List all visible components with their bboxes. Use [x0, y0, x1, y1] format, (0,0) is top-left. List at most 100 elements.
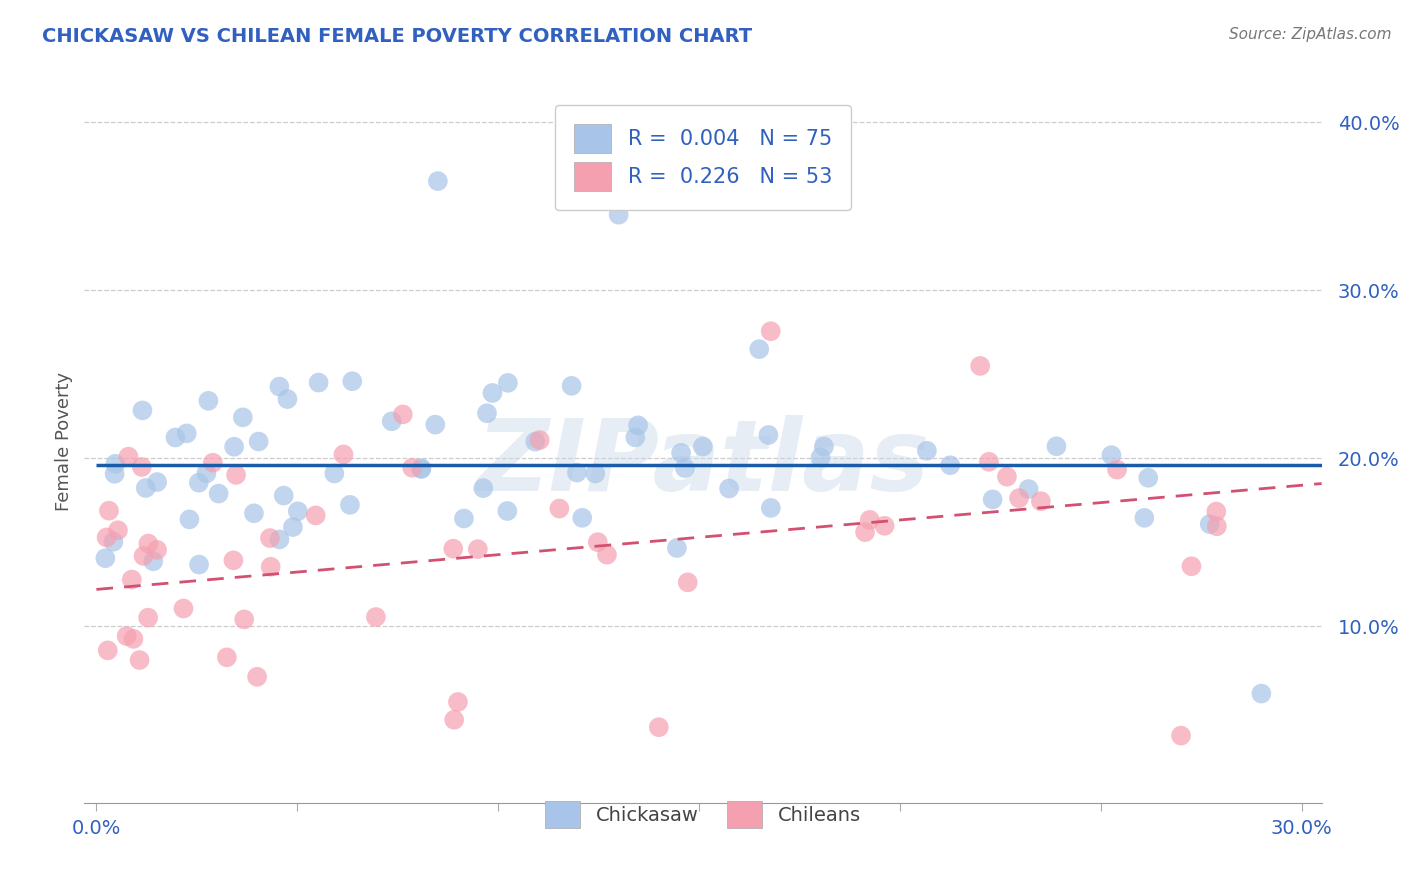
- Point: [197, 393, 219, 408]
- Point: [496, 376, 519, 390]
- Text: Source: ZipAtlas.com: Source: ZipAtlas.com: [1229, 27, 1392, 42]
- Point: [1029, 494, 1052, 508]
- Point: [1170, 729, 1192, 743]
- Point: [1018, 482, 1040, 496]
- Point: [441, 541, 464, 556]
- Point: [339, 498, 361, 512]
- Point: [401, 460, 423, 475]
- Point: [281, 520, 304, 534]
- Point: [748, 342, 770, 356]
- Point: [1198, 517, 1220, 532]
- Point: [915, 443, 938, 458]
- Point: [813, 440, 835, 454]
- Point: [969, 359, 991, 373]
- Point: [853, 525, 876, 540]
- Point: [391, 408, 413, 422]
- Point: [269, 533, 291, 547]
- Point: [136, 610, 159, 624]
- Point: [669, 446, 692, 460]
- Point: [673, 461, 696, 475]
- Point: [981, 492, 1004, 507]
- Point: [332, 447, 354, 461]
- Point: [115, 629, 138, 643]
- Point: [176, 426, 198, 441]
- Point: [122, 632, 145, 646]
- Point: [548, 501, 571, 516]
- Point: [977, 455, 1000, 469]
- Point: [443, 713, 465, 727]
- Point: [411, 462, 433, 476]
- Point: [187, 475, 209, 490]
- Point: [939, 458, 962, 473]
- Point: [596, 548, 619, 562]
- Point: [117, 450, 139, 464]
- Point: [225, 467, 247, 482]
- Point: [172, 601, 194, 615]
- Point: [1137, 471, 1160, 485]
- Point: [1250, 687, 1272, 701]
- Point: [665, 541, 688, 555]
- Point: [1205, 505, 1227, 519]
- Point: [121, 573, 143, 587]
- Point: [131, 403, 153, 417]
- Point: [104, 467, 127, 481]
- Point: [273, 489, 295, 503]
- Point: [583, 467, 606, 481]
- Y-axis label: Female Poverty: Female Poverty: [55, 372, 73, 511]
- Point: [472, 481, 495, 495]
- Point: [243, 506, 266, 520]
- Point: [287, 504, 309, 518]
- Point: [565, 466, 588, 480]
- Point: [208, 486, 231, 500]
- Point: [259, 531, 281, 545]
- Point: [718, 482, 741, 496]
- Point: [810, 450, 832, 465]
- Point: [364, 610, 387, 624]
- Point: [276, 392, 298, 406]
- Point: [201, 456, 224, 470]
- Point: [447, 695, 470, 709]
- Point: [648, 720, 671, 734]
- Point: [138, 536, 160, 550]
- Point: [1099, 448, 1122, 462]
- Point: [561, 379, 583, 393]
- Point: [131, 459, 153, 474]
- Point: [96, 530, 118, 544]
- Point: [342, 374, 364, 388]
- Point: [195, 467, 218, 481]
- Point: [165, 430, 187, 444]
- Point: [524, 434, 547, 449]
- Point: [188, 558, 211, 572]
- Point: [425, 417, 447, 432]
- Point: [1045, 439, 1067, 453]
- Point: [381, 414, 404, 428]
- Point: [571, 511, 593, 525]
- Point: [759, 324, 782, 338]
- Point: [232, 410, 254, 425]
- Point: [94, 551, 117, 566]
- Point: [529, 433, 551, 447]
- Legend: Chickasaw, Chileans: Chickasaw, Chileans: [529, 785, 877, 844]
- Point: [215, 650, 238, 665]
- Point: [411, 461, 433, 475]
- Point: [627, 418, 650, 433]
- Point: [132, 549, 155, 563]
- Point: [586, 535, 609, 549]
- Point: [107, 523, 129, 537]
- Point: [426, 174, 449, 188]
- Point: [247, 434, 270, 449]
- Point: [481, 386, 503, 401]
- Point: [224, 440, 246, 454]
- Point: [128, 653, 150, 667]
- Point: [269, 379, 291, 393]
- Point: [135, 481, 157, 495]
- Point: [246, 670, 269, 684]
- Point: [104, 457, 127, 471]
- Point: [146, 475, 169, 489]
- Point: [142, 554, 165, 568]
- Point: [453, 511, 475, 525]
- Point: [995, 469, 1018, 483]
- Point: [222, 553, 245, 567]
- Point: [305, 508, 328, 523]
- Point: [103, 534, 125, 549]
